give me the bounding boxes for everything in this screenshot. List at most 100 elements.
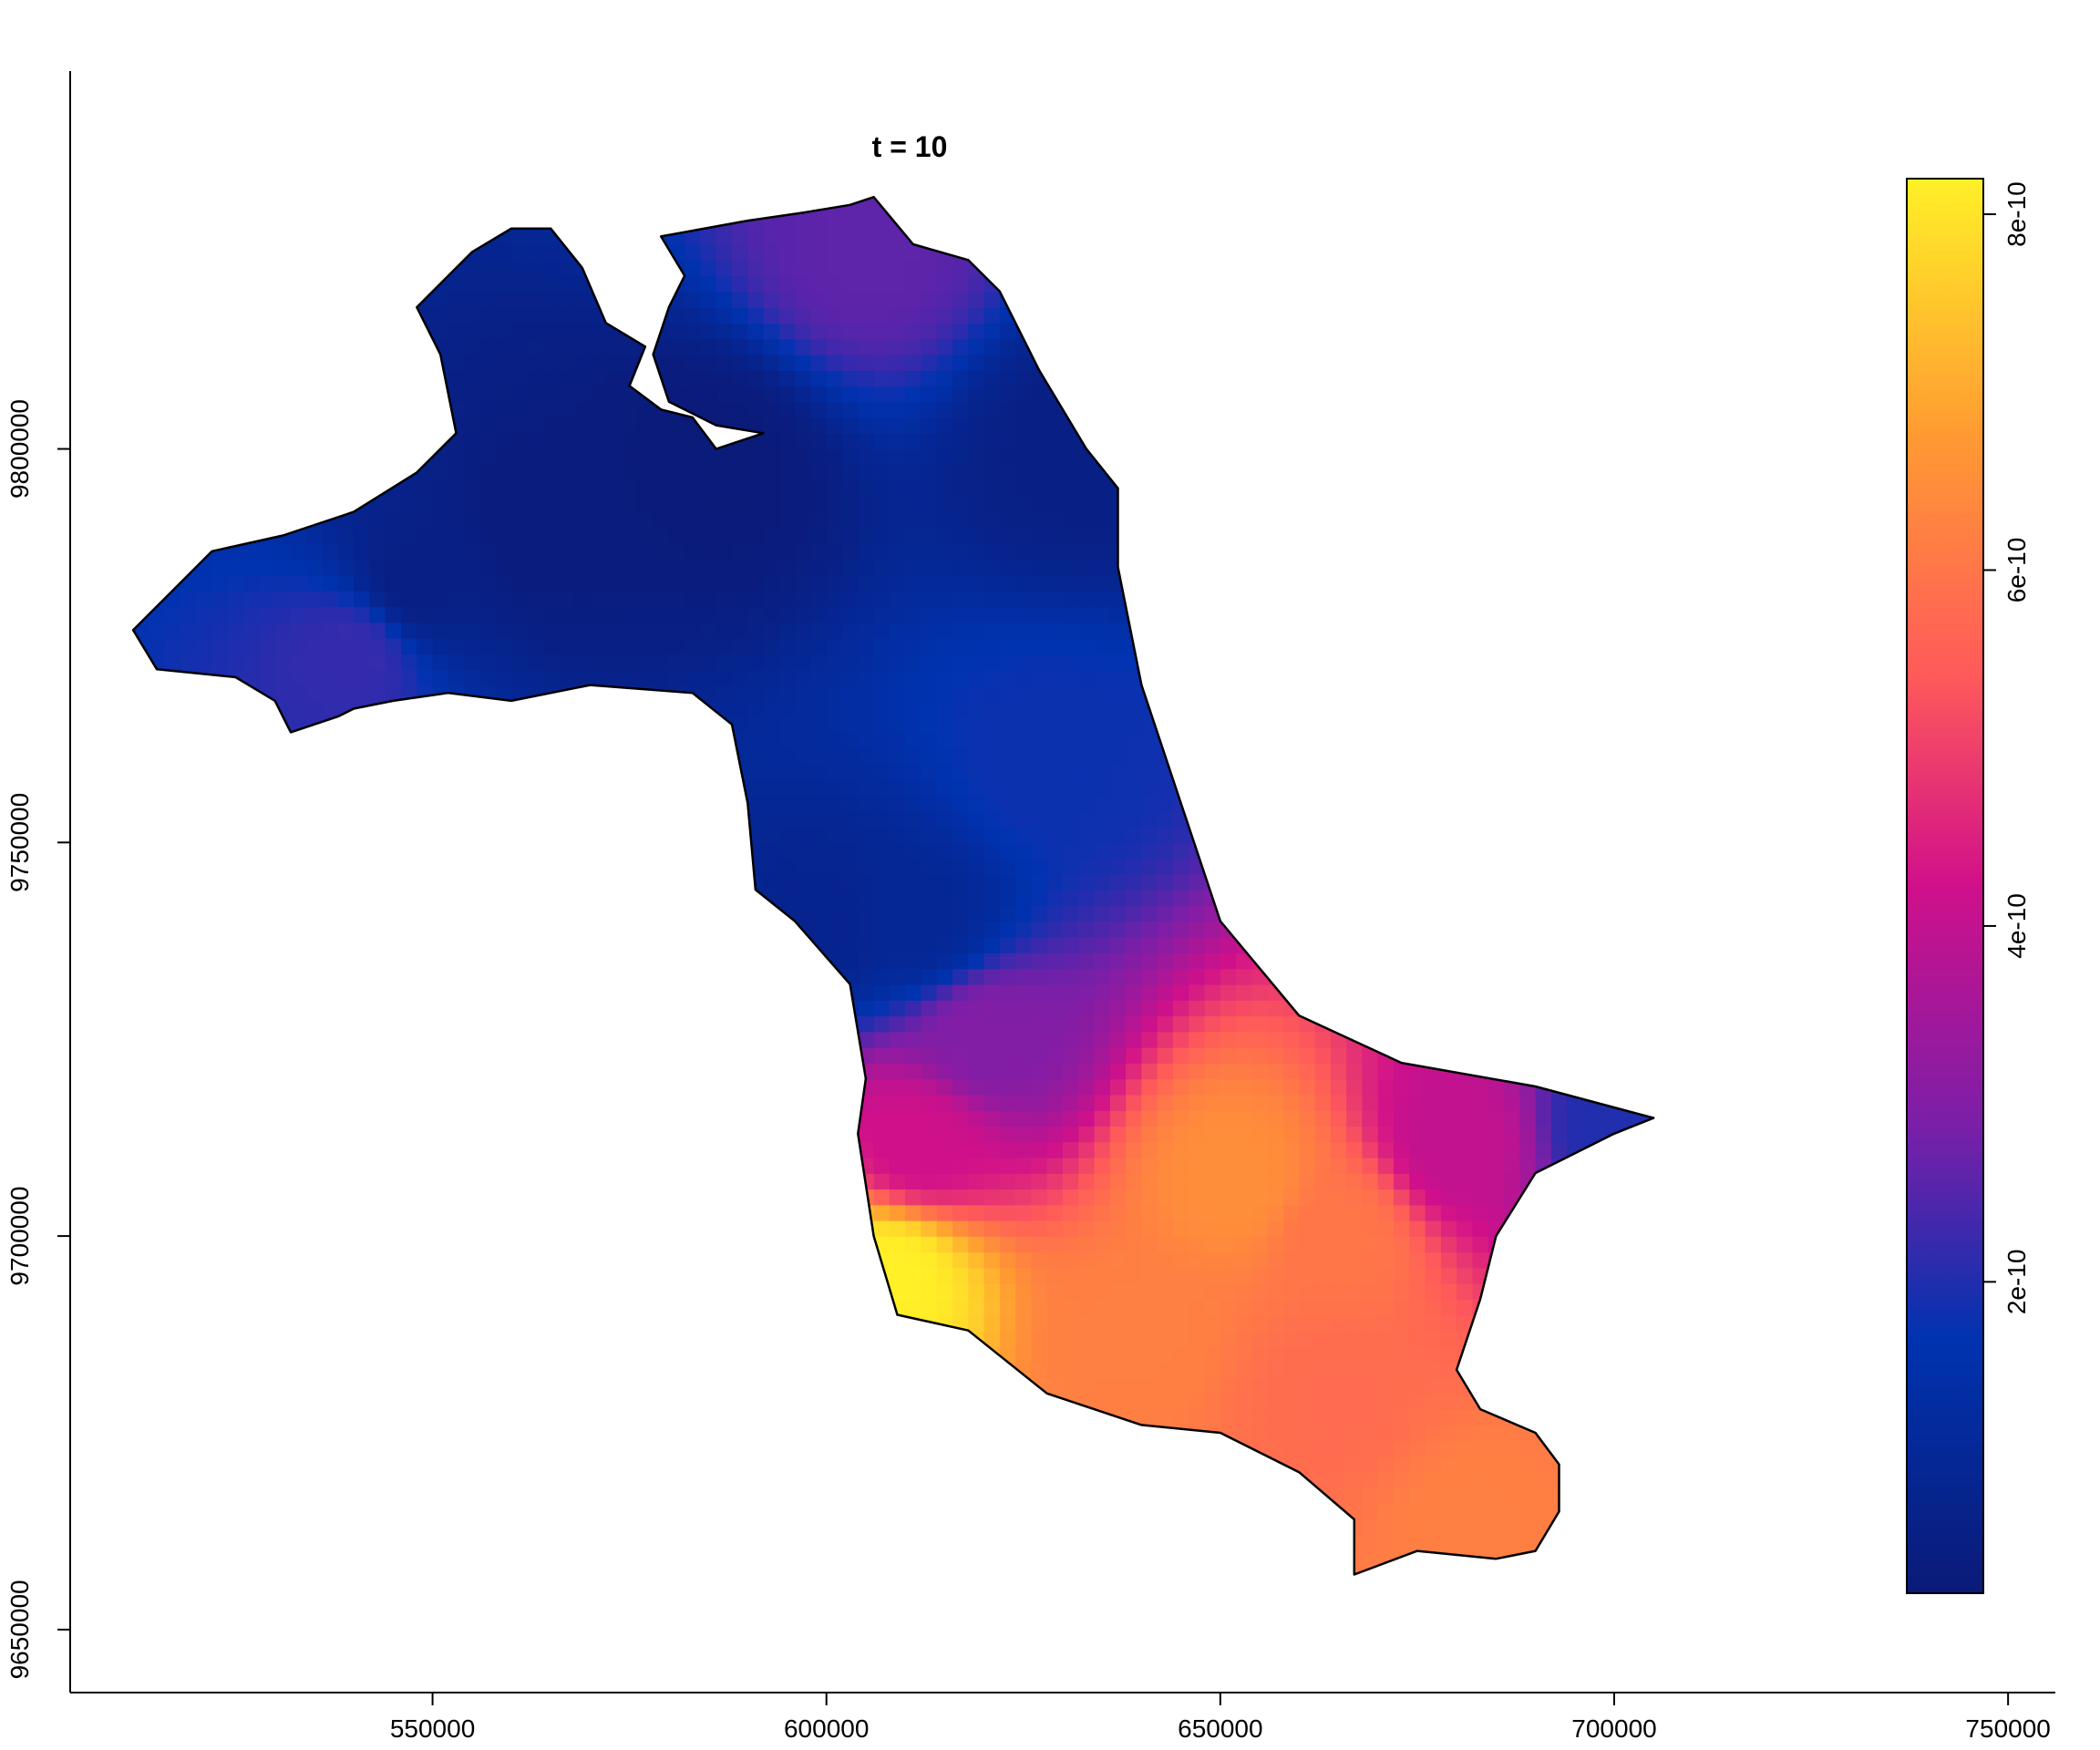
raster-cell	[622, 1220, 639, 1237]
raster-cell	[180, 1598, 197, 1614]
raster-cell	[842, 1346, 860, 1364]
raster-cell	[795, 1377, 812, 1395]
raster-cell	[936, 1472, 953, 1489]
raster-cell	[511, 1503, 529, 1520]
raster-cell	[653, 1204, 670, 1221]
raster-cell	[417, 606, 434, 623]
raster-cell	[637, 1550, 654, 1568]
raster-cell	[274, 228, 292, 245]
raster-cell	[511, 1299, 529, 1316]
raster-cell	[322, 417, 339, 435]
raster-cell	[873, 260, 890, 277]
raster-cell	[921, 574, 938, 592]
raster-cell	[889, 1377, 906, 1395]
raster-cell	[495, 1173, 512, 1190]
raster-cell	[386, 166, 402, 182]
raster-cell	[622, 1031, 639, 1048]
raster-cell	[795, 968, 812, 985]
raster-cell	[715, 291, 733, 308]
raster-cell	[448, 338, 465, 355]
raster-cell	[448, 354, 465, 371]
raster-cell	[149, 764, 166, 781]
raster-cell	[653, 810, 670, 828]
raster-cell	[479, 1440, 497, 1457]
raster-cell	[322, 622, 339, 639]
raster-cell	[842, 433, 860, 450]
raster-cell	[306, 637, 324, 654]
raster-cell	[322, 1535, 339, 1552]
raster-cell	[763, 921, 780, 938]
raster-cell	[527, 747, 544, 765]
raster-cell	[732, 716, 749, 734]
raster-cell	[133, 1550, 150, 1568]
raster-cell	[511, 937, 529, 954]
raster-cell	[432, 1535, 449, 1552]
raster-cell	[637, 1267, 654, 1284]
raster-cell	[133, 1330, 134, 1347]
raster-cell	[668, 795, 685, 812]
raster-cell	[889, 1362, 906, 1379]
raster-cell	[732, 921, 749, 938]
raster-cell	[165, 1598, 181, 1614]
raster-cell	[401, 1346, 418, 1364]
raster-cell	[763, 810, 780, 828]
raster-cell	[732, 700, 749, 717]
raster-cell	[795, 747, 812, 765]
raster-cell	[227, 511, 244, 529]
raster-cell	[354, 1141, 371, 1158]
raster-cell	[700, 370, 717, 387]
raster-cell	[322, 1109, 339, 1127]
raster-cell	[747, 1456, 765, 1473]
raster-cell	[180, 433, 198, 450]
raster-cell	[905, 873, 922, 890]
raster-cell	[133, 1519, 150, 1537]
raster-cell	[133, 1535, 150, 1552]
raster-cell	[401, 842, 418, 860]
raster-cell	[810, 779, 828, 797]
raster-cell	[558, 1015, 575, 1033]
raster-cell	[527, 685, 544, 702]
raster-cell	[401, 1456, 418, 1473]
raster-cell	[842, 1503, 860, 1520]
raster-cell	[527, 1377, 544, 1395]
raster-cell	[495, 260, 512, 277]
raster-cell	[558, 747, 575, 765]
raster-cell	[274, 921, 292, 938]
raster-cell	[795, 1488, 812, 1505]
raster-cell	[605, 1519, 623, 1537]
raster-cell	[511, 921, 529, 938]
raster-cell	[448, 622, 465, 639]
raster-cell	[921, 1519, 938, 1537]
raster-cell	[511, 323, 529, 340]
raster-cell	[542, 968, 560, 985]
raster-cell	[479, 1550, 497, 1568]
raster-cell	[133, 370, 150, 387]
raster-cell	[622, 1377, 639, 1395]
raster-cell	[291, 1519, 308, 1537]
raster-cell	[637, 1109, 654, 1127]
raster-cell	[211, 905, 229, 922]
raster-cell	[180, 1063, 198, 1080]
raster-cell	[732, 1519, 749, 1537]
raster-cell	[337, 559, 355, 576]
raster-cell	[936, 197, 953, 198]
raster-cell	[527, 228, 544, 245]
raster-cell	[180, 637, 198, 654]
raster-cell	[605, 1299, 623, 1316]
raster-cell	[322, 1550, 339, 1568]
raster-cell	[464, 1282, 481, 1300]
raster-cell	[369, 1015, 386, 1033]
raster-cell	[763, 1566, 780, 1575]
raster-cell	[417, 574, 434, 592]
raster-cell	[905, 1472, 922, 1489]
raster-cell	[196, 1173, 213, 1190]
raster-cell	[306, 401, 324, 418]
raster-cell	[274, 1330, 292, 1347]
raster-cell	[905, 1031, 922, 1048]
raster-cell	[133, 1109, 134, 1127]
raster-cell	[385, 1425, 402, 1442]
raster-cell	[369, 386, 386, 403]
raster-cell	[243, 1220, 261, 1237]
raster-cell	[180, 166, 197, 182]
raster-cell	[574, 1535, 592, 1552]
